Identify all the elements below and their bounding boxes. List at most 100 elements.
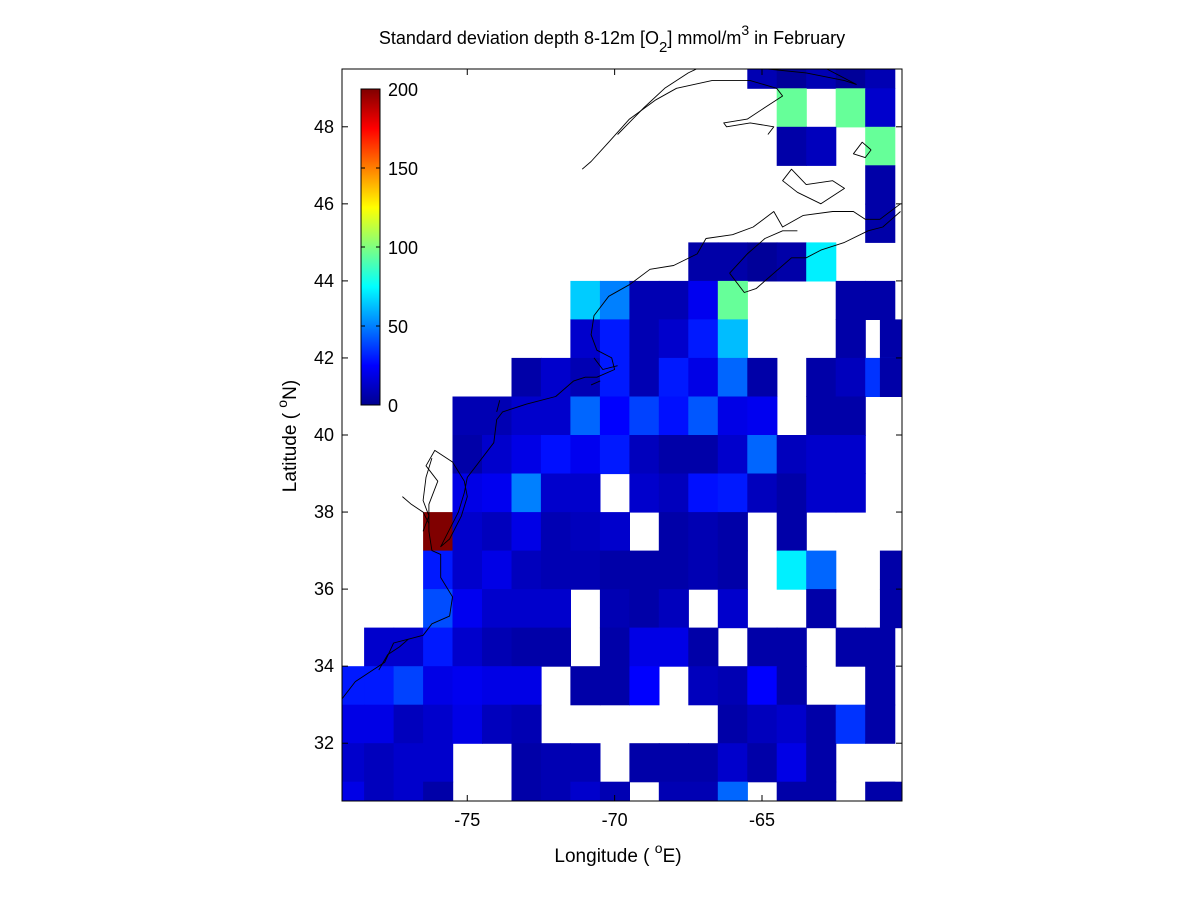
x-axis-title: Longitude ( oE): [554, 840, 681, 867]
heatmap-cell: [658, 781, 689, 801]
heatmap-cells: [342, 69, 902, 801]
coastline-segment: [402, 496, 430, 524]
heatmap-cell: [688, 781, 719, 801]
heatmap-cell: [717, 319, 748, 359]
heatmap-cell: [717, 550, 748, 590]
heatmap-cell: [452, 512, 483, 552]
heatmap-cell: [776, 781, 807, 801]
heatmap-cell: [865, 165, 896, 205]
heatmap-cell: [342, 666, 365, 706]
heatmap-cell: [540, 743, 571, 783]
heatmap-cell: [747, 627, 778, 667]
heatmap-cell: [776, 743, 807, 783]
colorbar-tick-label: 100: [388, 238, 418, 258]
heatmap-cell: [393, 627, 424, 667]
colorbar-tick-label: 150: [388, 159, 418, 179]
heatmap-cell: [629, 357, 660, 397]
heatmap-cell: [629, 743, 660, 783]
heatmap-cell: [717, 435, 748, 475]
heatmap-cell: [865, 126, 896, 166]
heatmap-cell: [342, 781, 365, 801]
heatmap-cell: [629, 435, 660, 475]
heatmap-cell: [688, 550, 719, 590]
heatmap-cell: [364, 627, 395, 667]
heatmap-cell: [717, 704, 748, 744]
heatmap-cell: [688, 512, 719, 552]
coastline-segment: [342, 203, 901, 700]
heatmap-cell: [511, 589, 542, 629]
heatmap-cell: [835, 627, 866, 667]
y-tick-label: 44: [314, 271, 334, 291]
heatmap-cell: [747, 69, 778, 89]
heatmap-cell: [540, 550, 571, 590]
heatmap-cell: [511, 473, 542, 513]
heatmap-cell: [688, 666, 719, 706]
heatmap-cell: [879, 357, 902, 397]
heatmap-cell: [806, 357, 837, 397]
heatmap-cell: [570, 473, 601, 513]
heatmap-cell: [865, 69, 896, 89]
heatmap-cell: [747, 666, 778, 706]
x-tick-label: -70: [602, 810, 628, 830]
heatmap-cell: [599, 589, 630, 629]
heatmap-cell: [482, 666, 513, 706]
heatmap-cell: [835, 88, 866, 128]
heatmap-cell: [452, 435, 483, 475]
heatmap-cell: [658, 319, 689, 359]
heatmap-cell: [835, 396, 866, 436]
heatmap-cell: [511, 743, 542, 783]
heatmap-cell: [717, 512, 748, 552]
heatmap-cell: [482, 704, 513, 744]
heatmap-cell: [599, 781, 630, 801]
heatmap-cell: [423, 781, 454, 801]
heatmap-cell: [629, 473, 660, 513]
y-tick-label: 42: [314, 348, 334, 368]
heatmap-cell: [658, 435, 689, 475]
heatmap-cell: [835, 435, 866, 475]
heatmap-cell: [364, 781, 395, 801]
heatmap-cell: [511, 781, 542, 801]
heatmap-cell: [452, 704, 483, 744]
heatmap-cell: [806, 242, 837, 282]
y-tick-label: 36: [314, 579, 334, 599]
heatmap-cell: [879, 550, 902, 590]
heatmap-cell: [629, 589, 660, 629]
heatmap-cell: [688, 319, 719, 359]
coastline-segment: [852, 141, 872, 159]
heatmap-cell: [364, 704, 395, 744]
heatmap-cell: [511, 396, 542, 436]
heatmap-cell: [423, 627, 454, 667]
heatmap-cell: [570, 319, 601, 359]
heatmap-cell: [717, 357, 748, 397]
y-tick-label: 48: [314, 117, 334, 137]
heatmap-cell: [599, 550, 630, 590]
heatmap-cell: [717, 280, 748, 320]
heatmap-cell: [599, 512, 630, 552]
heatmap-cell: [482, 550, 513, 590]
heatmap-cell: [835, 357, 866, 397]
y-tick-label: 38: [314, 502, 334, 522]
heatmap-cell: [452, 396, 483, 436]
heatmap-cell: [879, 319, 902, 359]
heatmap-cell: [423, 666, 454, 706]
heatmap-cell: [511, 512, 542, 552]
colorbar-tick-label: 200: [388, 80, 418, 100]
heatmap-cell: [482, 512, 513, 552]
heatmap-cell: [879, 781, 902, 801]
heatmap-cell: [717, 743, 748, 783]
heatmap-cell: [835, 319, 866, 359]
heatmap-cell: [482, 396, 513, 436]
heatmap-cell: [540, 627, 571, 667]
heatmap-cell: [806, 704, 837, 744]
heatmap-cell: [658, 357, 689, 397]
coastline: [342, 69, 901, 700]
heatmap-cell: [776, 627, 807, 667]
heatmap-cell: [599, 396, 630, 436]
heatmap-cell: [482, 627, 513, 667]
heatmap-cell: [658, 743, 689, 783]
heatmap-cell: [342, 743, 365, 783]
heatmap-cell: [452, 627, 483, 667]
heatmap-cell: [688, 743, 719, 783]
heatmap-cell: [540, 396, 571, 436]
heatmap-cell: [688, 280, 719, 320]
